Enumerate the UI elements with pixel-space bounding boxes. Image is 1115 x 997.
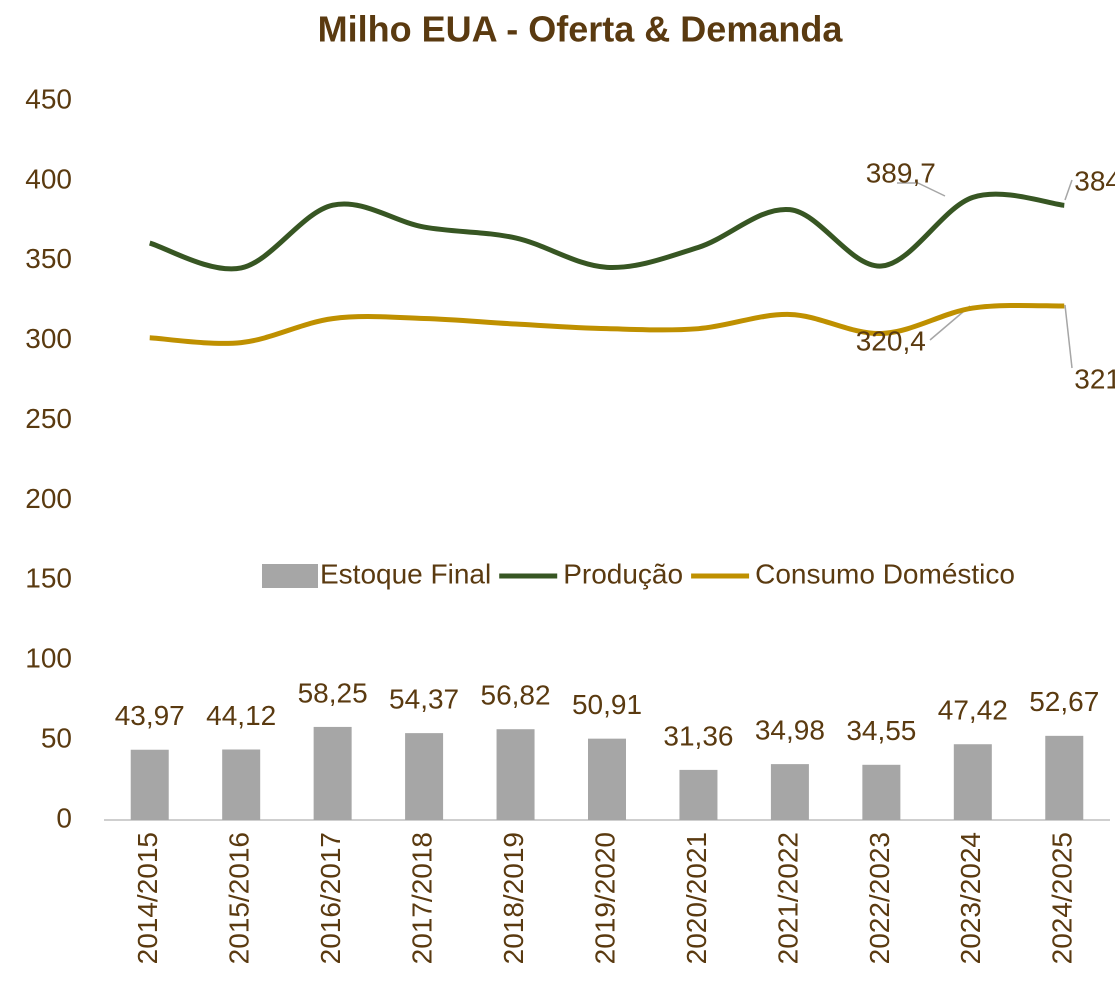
line [148,191,1065,272]
x-tick-label: 2019/2020 [589,832,620,964]
bar [1045,735,1084,820]
bar [405,733,444,820]
legend-label: Consumo Doméstico [755,558,1015,589]
x-tick-label: 2020/2021 [681,832,712,964]
y-tick-label: 200 [25,483,72,514]
y-tick-label: 350 [25,243,72,274]
data-label: 50,91 [572,689,642,720]
data-label: 31,36 [663,720,733,751]
data-label: 321,7 [1074,363,1115,394]
data-label: 56,82 [481,680,551,711]
y-tick-label: 400 [25,163,72,194]
data-label: 34,55 [846,715,916,746]
data-label: 47,42 [938,695,1008,726]
leader-line [917,182,946,197]
x-tick-label: 2015/2016 [224,832,255,964]
leader-line [1064,179,1073,201]
bar [588,738,626,820]
x-tick-label: 2023/2024 [955,832,986,964]
data-label: 44,12 [206,700,276,731]
y-tick-label: 300 [25,323,72,354]
x-tick-label: 2017/2018 [406,832,437,964]
y-tick-label: 450 [25,83,72,114]
y-tick-label: 150 [25,563,72,594]
bar [222,749,261,820]
bar [496,729,535,820]
chart-title: Milho EUA - Oferta & Demanda [318,9,844,50]
data-label: 34,98 [755,715,825,746]
leader-line [1064,304,1073,369]
data-label: 52,67 [1029,686,1099,717]
data-label: 384,7 [1074,166,1115,197]
bar [770,764,809,820]
x-tick-label: 2016/2017 [315,832,346,964]
bar [313,726,352,820]
y-tick-label: 100 [25,643,72,674]
x-tick-label: 2021/2022 [772,832,803,964]
x-tick-label: 2014/2015 [132,832,163,964]
data-label: 54,37 [389,684,459,715]
bar [130,749,169,820]
x-tick-label: 2018/2019 [498,832,529,964]
data-label: 58,25 [298,677,368,708]
legend-label: Estoque Final [320,558,491,589]
legend-label: Produção [563,558,683,589]
bar [953,744,992,820]
data-label: 389,7 [866,158,936,189]
bar [862,764,901,820]
y-tick-label: 250 [25,403,72,434]
x-tick-label: 2022/2023 [864,832,895,964]
x-tick-label: 2024/2025 [1047,832,1078,964]
bar [679,769,718,820]
y-tick-label: 0 [56,802,72,833]
legend-swatch [262,564,318,588]
y-tick-label: 50 [41,723,72,754]
line [149,302,1065,346]
data-label: 43,97 [115,700,185,731]
data-label: 320,4 [856,325,926,356]
